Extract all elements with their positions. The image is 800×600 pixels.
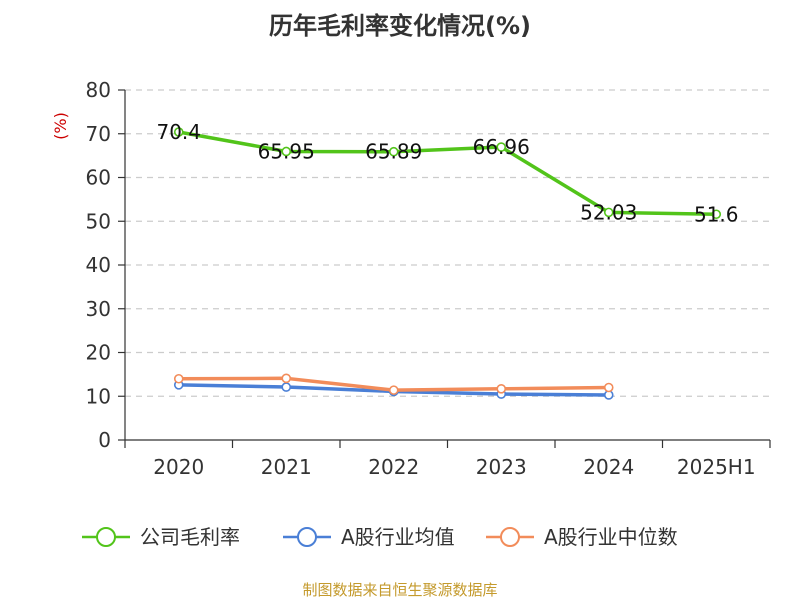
x-tick-label-2022: 2022	[368, 455, 419, 479]
series-2-point-1	[281, 373, 292, 384]
x-tick-label-2025H1: 2025H1	[677, 455, 756, 479]
data-label-0: 70.4	[156, 120, 201, 144]
data-label-3: 66.96	[473, 135, 530, 159]
legend-label-2: A股行业中位数	[544, 525, 678, 549]
data-label-4: 52.03	[580, 200, 637, 224]
legend-marker-2	[500, 527, 520, 547]
y-tick-label-40: 40	[86, 253, 111, 277]
y-tick-label-60: 60	[86, 166, 111, 190]
axes: 0 10 20 30 40 50 60 70 80 2020 2021 2022 2023 2024 202…	[86, 78, 771, 479]
data-labels: 70.4 65.95 65.89 66.96 52.03 51.6	[156, 120, 738, 226]
series-2-point-2	[388, 385, 399, 395]
legend-label-1: A股行业均值	[341, 525, 455, 549]
y-tick-label-20: 20	[86, 341, 111, 365]
series-0-point-5	[711, 209, 722, 220]
legend-item-2: A股行业中位数	[486, 525, 678, 549]
legend-item-1: A股行业均值	[283, 525, 455, 549]
legend-item-0: 公司毛利率	[82, 525, 240, 549]
series-2-point-3	[496, 384, 507, 394]
legend: 公司毛利率 A股行业均值 A股行业中位数	[82, 525, 678, 549]
legend-marker-0	[96, 527, 116, 547]
y-tick-label-30: 30	[86, 297, 111, 321]
chart-title: 历年毛利率变化情况(%)	[269, 12, 531, 40]
x-tick-label-2024: 2024	[583, 455, 634, 479]
series-line-0	[177, 130, 718, 216]
series-2-point-0	[173, 373, 184, 384]
data-label-2: 65.89	[365, 140, 422, 164]
y-tick-label-70: 70	[86, 122, 111, 146]
series-0-point-0	[173, 127, 184, 137]
legend-label-0: 公司毛利率	[140, 525, 240, 549]
series-2-point-4	[603, 382, 614, 393]
grid-lines	[125, 89, 770, 397]
y-tick-label-80: 80	[86, 78, 111, 102]
x-tick-label-2023: 2023	[476, 455, 527, 479]
data-label-1: 65.95	[258, 139, 315, 163]
source-text: 制图数据来自恒生聚源数据库	[302, 581, 497, 599]
series-1-point-1	[281, 382, 292, 392]
series-lines	[173, 127, 722, 400]
series-0-point-3	[496, 142, 507, 152]
y-axis-unit-label: (%)	[51, 112, 70, 140]
series-0-point-1	[281, 146, 292, 157]
legend-marker-1	[297, 527, 317, 547]
series-0-point-2	[388, 146, 399, 157]
y-tick-label-10: 10	[86, 384, 111, 408]
x-tick-label-2021: 2021	[261, 455, 312, 479]
x-tick-label-2020: 2020	[153, 455, 204, 479]
y-tick-label-0: 0	[98, 428, 111, 452]
data-label-5: 51.6	[694, 202, 739, 226]
series-0-point-4	[603, 207, 614, 218]
y-tick-label-50: 50	[86, 209, 111, 233]
